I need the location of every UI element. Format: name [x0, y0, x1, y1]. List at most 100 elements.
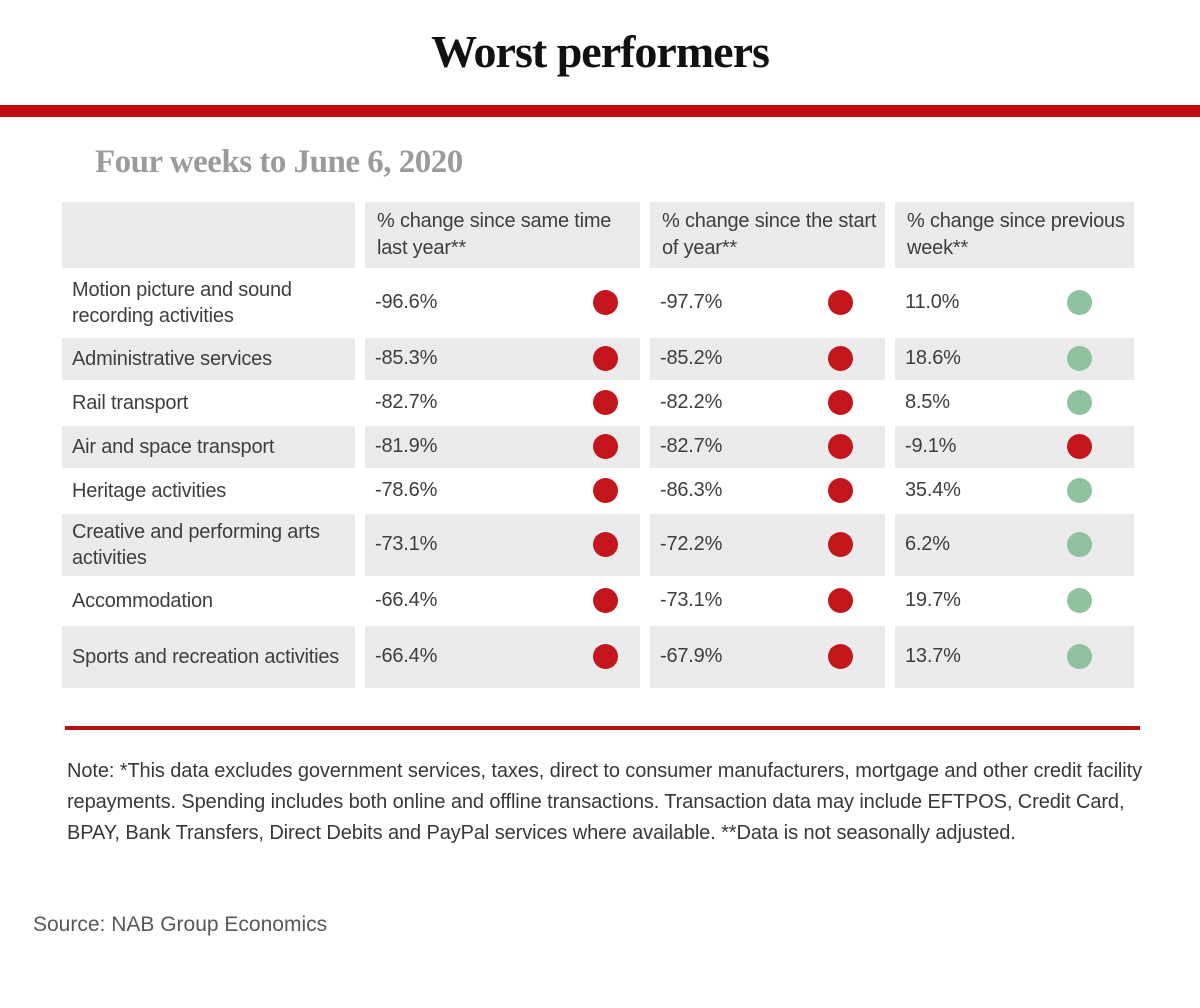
row-label-text: Administrative services [72, 347, 272, 370]
value-cell: -66.4% [365, 625, 640, 688]
value-cell: -67.9% [650, 625, 885, 688]
row-label-text: Accommodation [72, 589, 213, 612]
status-dot-icon [593, 478, 618, 504]
value-text: 13.7% [905, 645, 961, 668]
value-text: -82.7% [660, 435, 723, 458]
value-cell: -97.7% [650, 270, 885, 336]
status-dot-icon [593, 588, 618, 614]
column-header-since-start-of-year: % change since the start of year** [650, 201, 885, 268]
value-text: -73.1% [375, 533, 438, 556]
row-label-text: Rail transport [72, 391, 189, 414]
status-dot-icon [1067, 644, 1092, 670]
row-label-text: Creative and performing arts activities [72, 520, 320, 569]
status-dot-icon [828, 390, 853, 416]
column-header-label: % change since same time last year** [377, 209, 612, 259]
row-label: Sports and recreation activities [62, 625, 355, 688]
value-text: -82.7% [375, 391, 438, 414]
value-cell: 19.7% [895, 578, 1134, 624]
column-header-blank [62, 201, 355, 268]
row-label-text: Sports and recreation activities [72, 645, 340, 668]
row-label-text: Heritage activities [72, 479, 227, 502]
status-dot-icon [828, 290, 853, 316]
value-text: -96.6% [375, 291, 438, 314]
source-attribution: Source: NAB Group Economics [33, 912, 328, 936]
note-rule-divider [65, 725, 1140, 730]
value-cell: -85.2% [650, 337, 885, 380]
column-header-vs-previous-week: % change since previous week** [895, 201, 1134, 268]
status-dot-icon [593, 532, 618, 558]
status-dot-icon [828, 532, 853, 558]
value-text: -97.7% [660, 291, 723, 314]
worst-performers-table: % change since same time last year** % c… [62, 201, 1134, 688]
row-label: Motion picture and sound recording activ… [62, 270, 355, 336]
value-cell: 18.6% [895, 337, 1134, 380]
value-text: -66.4% [375, 589, 438, 612]
value-text: -85.2% [660, 347, 723, 370]
value-cell: -73.1% [365, 513, 640, 576]
value-text: -86.3% [660, 479, 723, 502]
status-dot-icon [828, 346, 853, 372]
status-dot-icon [828, 478, 853, 504]
status-dot-icon [1067, 588, 1092, 614]
status-dot-icon [828, 588, 853, 614]
row-label: Air and space transport [62, 425, 355, 468]
value-cell: -9.1% [895, 425, 1134, 468]
status-dot-icon [828, 644, 853, 670]
value-text: -66.4% [375, 645, 438, 668]
page-title: Worst performers [431, 26, 770, 77]
status-dot-icon [1067, 434, 1092, 460]
row-label-text: Motion picture and sound recording activ… [72, 278, 292, 327]
value-cell: 6.2% [895, 513, 1134, 576]
value-cell: -85.3% [365, 337, 640, 380]
column-header-vs-last-year: % change since same time last year** [365, 201, 640, 268]
value-text: 6.2% [905, 533, 950, 556]
value-cell: -72.2% [650, 513, 885, 576]
value-cell: -82.7% [650, 425, 885, 468]
value-cell: -86.3% [650, 470, 885, 512]
value-cell: -82.7% [365, 382, 640, 424]
value-cell: -66.4% [365, 578, 640, 624]
value-text: 19.7% [905, 589, 961, 612]
value-text: 18.6% [905, 347, 961, 370]
row-label: Creative and performing arts activities [62, 513, 355, 576]
value-text: -72.2% [660, 533, 723, 556]
value-text: -85.3% [375, 347, 438, 370]
value-cell: -73.1% [650, 578, 885, 624]
status-dot-icon [593, 434, 618, 460]
value-text: -82.2% [660, 391, 723, 414]
status-dot-icon [593, 290, 618, 316]
status-dot-icon [593, 390, 618, 416]
value-text: -81.9% [375, 435, 438, 458]
value-text: -67.9% [660, 645, 723, 668]
value-cell: 35.4% [895, 470, 1134, 512]
value-text: 8.5% [905, 391, 950, 414]
status-dot-icon [1067, 478, 1092, 504]
value-cell: -78.6% [365, 470, 640, 512]
value-cell: 11.0% [895, 270, 1134, 336]
status-dot-icon [1067, 532, 1092, 558]
value-cell: 8.5% [895, 382, 1134, 424]
row-label: Administrative services [62, 337, 355, 380]
table-subtitle: Four weeks to June 6, 2020 [95, 143, 463, 180]
title-rule-divider [0, 104, 1200, 117]
value-text: -73.1% [660, 589, 723, 612]
status-dot-icon [1067, 346, 1092, 372]
column-header-label: % change since previous week** [907, 209, 1125, 259]
row-label: Accommodation [62, 578, 355, 624]
status-dot-icon [1067, 290, 1092, 316]
status-dot-icon [828, 434, 853, 460]
value-cell: -82.2% [650, 382, 885, 424]
row-label-text: Air and space transport [72, 435, 275, 458]
column-header-label: % change since the start of year** [662, 209, 877, 259]
value-cell: -96.6% [365, 270, 640, 336]
row-label: Heritage activities [62, 470, 355, 512]
status-dot-icon [593, 346, 618, 372]
row-label: Rail transport [62, 382, 355, 424]
value-text: -9.1% [905, 435, 957, 458]
value-text: -78.6% [375, 479, 438, 502]
value-cell: -81.9% [365, 425, 640, 468]
status-dot-icon [593, 644, 618, 670]
status-dot-icon [1067, 390, 1092, 416]
footnote: Note: *This data excludes government ser… [67, 759, 1142, 844]
value-text: 11.0% [905, 291, 960, 314]
